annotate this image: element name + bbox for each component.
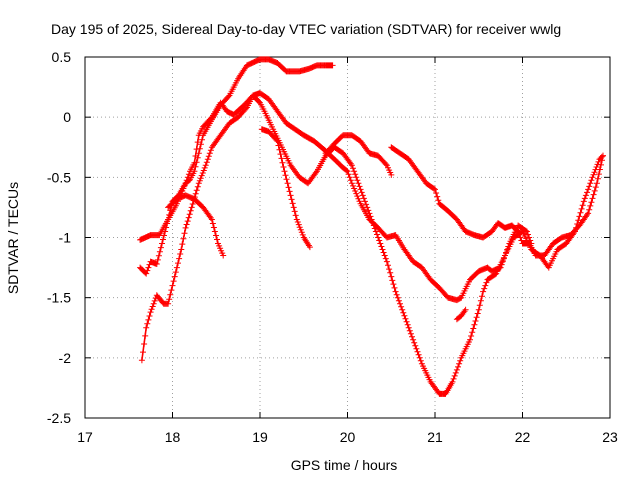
y-tick-label: -1.5 — [47, 290, 71, 306]
x-tick-label: 20 — [340, 429, 356, 445]
chart-title: Day 195 of 2025, Sidereal Day-to-day VTE… — [51, 21, 561, 37]
series-track-5 — [258, 126, 313, 251]
x-axis-title: GPS time / hours — [291, 457, 398, 473]
x-tick-label: 23 — [602, 429, 618, 445]
y-tick-label: -0.5 — [47, 169, 71, 185]
series-markers — [322, 132, 395, 178]
y-tick-label: 0.5 — [52, 49, 72, 65]
y-tick-label: 0 — [63, 109, 71, 125]
series-track-3 — [138, 92, 606, 397]
series-track-7 — [388, 144, 606, 259]
y-tick-label: -1 — [59, 230, 72, 246]
series-markers — [258, 126, 313, 251]
series-layer — [137, 56, 606, 397]
x-tick-label: 17 — [77, 429, 93, 445]
y-axis-title: SDTVAR / TECUs — [5, 182, 21, 294]
y-tick-label: -2.5 — [47, 410, 71, 426]
series-markers — [453, 306, 469, 323]
y-tick-label: -2 — [59, 350, 72, 366]
series-track-8 — [453, 306, 469, 323]
tick-label-layer: 17 18 19 20 21 22 23 0.5 0 -0.5 -1 -1.5 -2 -2.5 — [47, 49, 618, 445]
series-markers — [138, 92, 606, 397]
x-tick-label: 18 — [165, 429, 181, 445]
tick-layer — [84, 56, 611, 419]
series-trace — [141, 94, 604, 395]
x-tick-label: 19 — [252, 429, 268, 445]
series-trace — [139, 92, 533, 301]
series-track-4 — [165, 192, 227, 259]
series-markers — [388, 144, 606, 259]
x-tick-label: 21 — [427, 429, 443, 445]
x-tick-label: 22 — [515, 429, 531, 445]
series-markers — [165, 192, 227, 259]
series-markers — [137, 90, 535, 304]
series-track-6 — [322, 132, 395, 178]
